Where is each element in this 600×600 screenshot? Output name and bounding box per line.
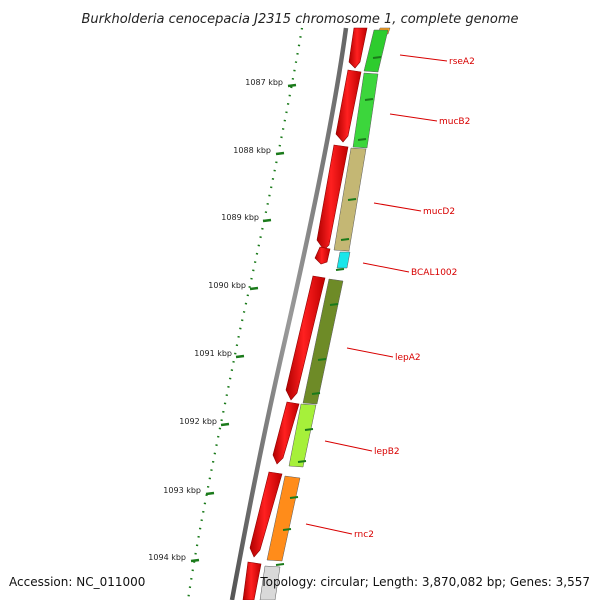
topology-text: Topology: circular; Length: 3,870,082 bp… — [259, 575, 590, 589]
gene-label-leaders — [305, 54, 448, 535]
track-tick — [317, 358, 327, 361]
gene-block-BCAL1002 — [336, 251, 351, 269]
leader-mucD2 — [373, 202, 422, 212]
cds-arrow — [272, 401, 300, 465]
gene-label-mucD2[interactable]: mucD2 — [423, 207, 455, 217]
tick-label-1090: 1090 kbp — [208, 281, 246, 290]
cds-arrow — [242, 561, 262, 600]
tick-mark — [287, 83, 297, 88]
tick-mark — [275, 151, 285, 156]
outer-track-ticks — [275, 56, 382, 566]
gene-label-lepA2[interactable]: lepA2 — [395, 353, 421, 363]
cds-arrow — [348, 27, 368, 69]
cds-arrow — [335, 69, 362, 143]
gene-label-rnc2[interactable]: rnc2 — [354, 530, 374, 540]
backbone-ring — [229, 27, 349, 600]
tick-mark — [190, 558, 200, 563]
cds-arrow — [316, 144, 349, 251]
cds-arrow — [249, 471, 283, 558]
track-tick — [289, 496, 299, 499]
leader-BCAL1002 — [362, 262, 410, 273]
tick-label-1092: 1092 kbp — [179, 417, 217, 426]
tick-mark — [249, 286, 259, 291]
track-tick — [282, 528, 292, 531]
track-tick — [347, 198, 357, 201]
gene-block-lepA2 — [302, 278, 344, 405]
track-tick — [372, 56, 382, 59]
tick-label-1089: 1089 kbp — [221, 213, 259, 222]
tick-label-1091: 1091 kbp — [194, 349, 232, 358]
track-tick — [335, 268, 345, 271]
tick-mark — [235, 354, 245, 359]
gene-block-rseA2 — [363, 29, 389, 73]
track-tick — [340, 238, 350, 241]
cds-arrow — [314, 246, 331, 265]
tick-label-1093: 1093 kbp — [163, 486, 201, 495]
tick-mark — [205, 491, 215, 496]
gene-block-lepB2 — [288, 403, 317, 468]
track-tick — [329, 303, 339, 306]
gene-block-partial-bottom — [259, 565, 281, 600]
leader-rnc2 — [305, 523, 353, 535]
scale-ticks: 1087 kbp 1088 kbp 1089 kbp 1090 kbp 1091… — [148, 78, 297, 563]
track-tick — [357, 138, 367, 141]
gene-blocks — [259, 27, 391, 600]
tick-label-1088: 1088 kbp — [233, 146, 271, 155]
track-tick — [311, 392, 321, 395]
leader-mucB2 — [389, 113, 438, 122]
accession-text: Accession: NC_011000 — [9, 575, 145, 589]
tick-label-1087: 1087 kbp — [245, 78, 283, 87]
leader-lepA2 — [346, 347, 394, 358]
track-tick — [275, 563, 285, 566]
tick-mark — [262, 218, 272, 223]
leader-rseA2 — [399, 54, 448, 62]
gene-label-lepB2[interactable]: lepB2 — [374, 447, 400, 457]
gene-label-rseA2[interactable]: rseA2 — [449, 57, 475, 67]
cds-forward-strand — [242, 27, 368, 600]
gene-label-mucB2[interactable]: mucB2 — [439, 117, 470, 127]
map-title: Burkholderia cenocepacia J2315 chromosom… — [81, 12, 518, 27]
tick-label-1094: 1094 kbp — [148, 553, 186, 562]
gene-label-BCAL1002[interactable]: BCAL1002 — [411, 268, 457, 278]
leader-lepB2 — [324, 440, 373, 452]
track-tick — [297, 460, 307, 463]
gene-block-mucB2 — [352, 72, 379, 149]
track-tick — [364, 98, 374, 101]
tick-mark — [220, 422, 230, 427]
track-tick — [304, 428, 314, 431]
gene-labels: rseA2 mucB2 mucD2 BCAL1002 lepA2 lepB2 r… — [354, 57, 475, 540]
cds-arrow — [285, 275, 326, 401]
